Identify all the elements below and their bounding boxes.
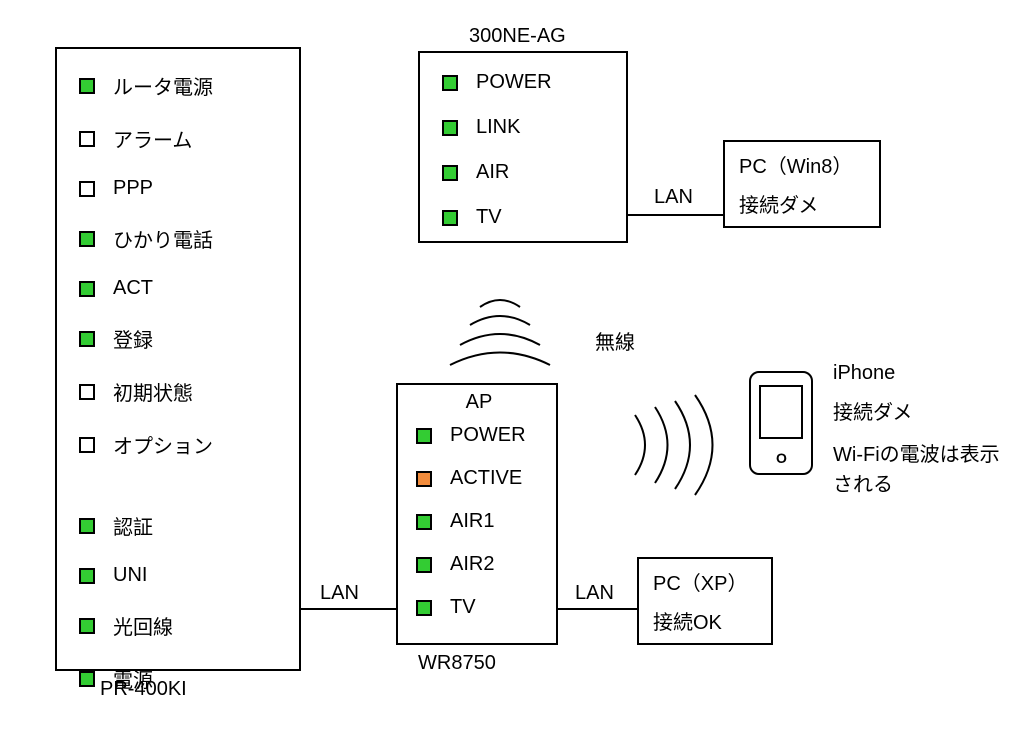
led-indicator [79, 437, 95, 453]
led-indicator [79, 671, 95, 687]
led-row: アラーム [79, 124, 281, 153]
router-label: PR-400KI [100, 678, 187, 701]
led-indicator [79, 618, 95, 634]
led-row: ルータ電源 [79, 71, 281, 100]
led-label: ACT [113, 277, 153, 300]
led-label: ひかり電話 [113, 224, 213, 253]
led-label: ACTIVE [450, 467, 522, 490]
led-indicator [79, 568, 95, 584]
ap-label: WR8750 [418, 652, 496, 675]
led-indicator [442, 165, 458, 181]
wifi-right-icon [620, 395, 730, 495]
led-label: 光回線 [113, 611, 173, 640]
ne300-label: 300NE-AG [469, 25, 566, 48]
led-indicator [416, 428, 432, 444]
led-label: ルータ電源 [113, 71, 213, 100]
led-label: TV [450, 596, 476, 619]
ap-header: AP [416, 391, 542, 414]
led-label: PPP [113, 177, 153, 200]
led-label: オプション [113, 430, 213, 459]
led-indicator [442, 120, 458, 136]
led-row: LINK [442, 116, 608, 139]
line-ne300-pcwin8 [628, 214, 723, 216]
led-indicator [416, 600, 432, 616]
router-leds: ルータ電源アラームPPPひかり電話ACT登録初期状態オプション認証UNI光回線電… [79, 71, 281, 693]
lan-label-ap-pcxp: LAN [575, 582, 614, 605]
line-router-ap [301, 608, 396, 610]
led-label: AIR1 [450, 510, 494, 533]
led-label: POWER [450, 424, 526, 447]
led-label: 認証 [113, 511, 153, 540]
led-row: ACT [79, 277, 281, 300]
pc-xp-box: PC（XP） 接続OK [637, 557, 773, 645]
wifi-up-icon [430, 285, 570, 385]
led-indicator [79, 131, 95, 147]
led-label: AIR2 [450, 553, 494, 576]
pc-xp-status: 接続OK [653, 606, 757, 635]
ne300-leds: POWER LINK AIR TV [442, 71, 608, 229]
lan-label-router-ap: LAN [320, 582, 359, 605]
led-row: ACTIVE [416, 467, 542, 490]
router-box: ルータ電源アラームPPPひかり電話ACT登録初期状態オプション認証UNI光回線電… [55, 47, 301, 671]
led-indicator [442, 210, 458, 226]
led-row: 登録 [79, 324, 281, 353]
iphone-home-icon: O [776, 450, 787, 466]
led-row: UNI [79, 564, 281, 587]
ap-leds: POWER ACTIVE AIR1 AIR2 TV [416, 424, 542, 619]
led-indicator [79, 384, 95, 400]
led-label: POWER [476, 71, 552, 94]
led-label: 初期状態 [113, 377, 193, 406]
led-indicator [416, 471, 432, 487]
led-row: 光回線 [79, 611, 281, 640]
led-label: アラーム [113, 124, 192, 153]
led-indicator [416, 514, 432, 530]
iphone-screen-icon [759, 385, 803, 439]
led-row: TV [416, 596, 542, 619]
led-row: AIR [442, 161, 608, 184]
line-ap-pcxp [558, 608, 637, 610]
led-row: AIR2 [416, 553, 542, 576]
pc-win8-box: PC（Win8） 接続ダメ [723, 140, 881, 228]
led-indicator [416, 557, 432, 573]
led-indicator [79, 281, 95, 297]
led-row: ひかり電話 [79, 224, 281, 253]
led-row: PPP [79, 177, 281, 200]
led-row: POWER [416, 424, 542, 447]
pc-win8-title: PC（Win8） [739, 150, 865, 179]
iphone-status: 接続ダメ [833, 398, 912, 428]
led-row: POWER [442, 71, 608, 94]
led-indicator [79, 231, 95, 247]
led-label: LINK [476, 116, 520, 139]
led-label: TV [476, 206, 502, 229]
led-row: AIR1 [416, 510, 542, 533]
led-row: 初期状態 [79, 377, 281, 406]
pc-xp-title: PC（XP） [653, 567, 757, 596]
led-row: 認証 [79, 511, 281, 540]
lan-label-ne300-pcwin8: LAN [654, 186, 693, 209]
ne300-box: POWER LINK AIR TV [418, 51, 628, 243]
led-indicator [79, 331, 95, 347]
pc-win8-status: 接続ダメ [739, 189, 865, 218]
led-indicator [79, 518, 95, 534]
wireless-label: 無線 [595, 326, 635, 355]
led-label: 登録 [113, 324, 153, 353]
led-row: オプション [79, 430, 281, 459]
led-indicator [79, 78, 95, 94]
ap-box: AP POWER ACTIVE AIR1 AIR2 TV [396, 383, 558, 645]
iphone-note: Wi-Fiの電波は表示される [833, 440, 1003, 500]
iphone-title: iPhone [833, 358, 895, 388]
led-row: TV [442, 206, 608, 229]
led-indicator [79, 181, 95, 197]
led-label: AIR [476, 161, 509, 184]
led-label: UNI [113, 564, 147, 587]
led-indicator [442, 75, 458, 91]
